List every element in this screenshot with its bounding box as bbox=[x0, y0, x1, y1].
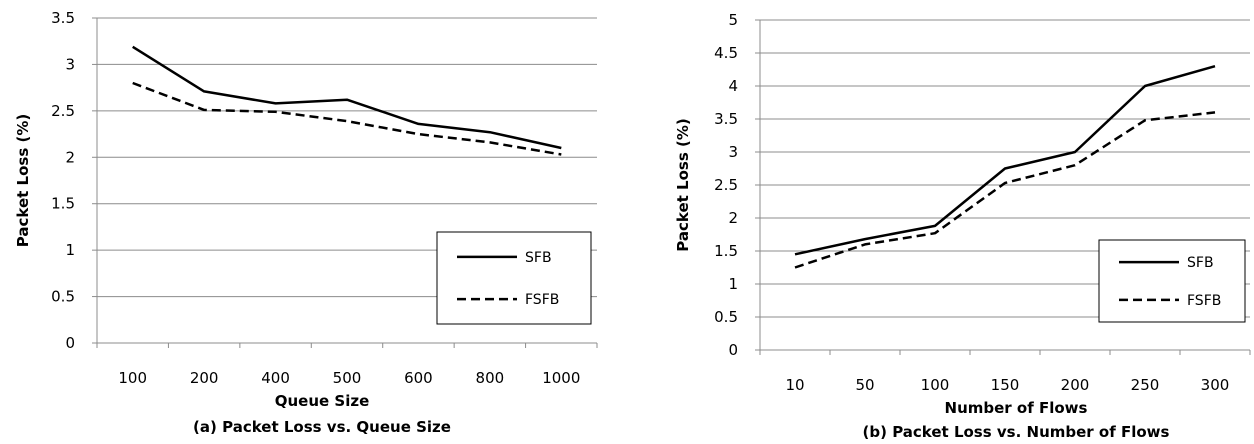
legend-box bbox=[1098, 239, 1246, 323]
y-tick-label: 0 bbox=[728, 341, 738, 359]
y-tick-label: 3.5 bbox=[714, 110, 738, 128]
y-tick-label: 3 bbox=[65, 55, 75, 73]
y-tick-label: 1.5 bbox=[714, 242, 738, 260]
y-tick-label: 2.5 bbox=[51, 102, 75, 120]
series-line-fsfb bbox=[132, 81, 562, 156]
y-axis-title: Packet Loss (%) bbox=[674, 118, 692, 251]
x-tick-label: 500 bbox=[333, 369, 362, 387]
legend-label-sfb: SFB bbox=[1187, 255, 1214, 271]
x-tick-label: 800 bbox=[476, 369, 505, 387]
x-tick-label: 250 bbox=[1131, 376, 1160, 394]
y-tick-label: 0.5 bbox=[714, 308, 738, 326]
y-tick-label: 0 bbox=[65, 334, 75, 352]
y-tick-label: 4 bbox=[728, 77, 738, 95]
x-tick-label: 1000 bbox=[542, 369, 580, 387]
x-tick-label: 100 bbox=[921, 376, 950, 394]
legend-box bbox=[436, 231, 592, 325]
x-axis-title: Number of Flows bbox=[945, 399, 1088, 417]
x-tick-label: 10 bbox=[785, 376, 804, 394]
y-tick-label: 1 bbox=[65, 241, 75, 259]
x-axis-title: Queue Size bbox=[275, 392, 370, 410]
series-line-fsfb bbox=[794, 111, 1216, 269]
y-tick-label: 3 bbox=[728, 143, 738, 161]
legend-label-fsfb: FSFB bbox=[1187, 293, 1221, 309]
y-tick-label: 2.5 bbox=[714, 176, 738, 194]
series-line-sfb bbox=[132, 45, 562, 150]
chart-caption: (a) Packet Loss vs. Queue Size bbox=[193, 418, 451, 436]
chart-a-packet-loss-vs-queue-size: 0 0.5 1 1.5 2 2.5 3 3.5 100 200 400 500 600 800 1000 SF… bbox=[14, 9, 598, 436]
chart-b-packet-loss-vs-number-of-flows: 0 0.5 1 1.5 2 2.5 3 3.5 4 4.5 5 10 50 100 150 200 250 300… bbox=[674, 11, 1251, 441]
x-tick-label: 600 bbox=[404, 369, 433, 387]
legend-label-fsfb: FSFB bbox=[525, 292, 559, 308]
y-axis-title: Packet Loss (%) bbox=[14, 114, 32, 247]
y-tick-label: 3.5 bbox=[51, 9, 75, 27]
y-tick-label: 2 bbox=[65, 148, 75, 166]
y-tick-label: 1.5 bbox=[51, 195, 75, 213]
series-line-sfb bbox=[794, 64, 1216, 256]
x-tick-label: 150 bbox=[991, 376, 1020, 394]
x-tick-label: 300 bbox=[1201, 376, 1230, 394]
y-tick-label: 1 bbox=[728, 275, 738, 293]
x-tick-label: 100 bbox=[118, 369, 147, 387]
y-tick-label: 0.5 bbox=[51, 288, 75, 306]
x-tick-label: 200 bbox=[1061, 376, 1090, 394]
x-tick-label: 50 bbox=[855, 376, 874, 394]
x-tick-label: 400 bbox=[261, 369, 290, 387]
chart-caption: (b) Packet Loss vs. Number of Flows bbox=[863, 423, 1170, 441]
x-tick-label: 200 bbox=[190, 369, 219, 387]
y-tick-label: 2 bbox=[728, 209, 738, 227]
legend-label-sfb: SFB bbox=[525, 250, 552, 266]
y-tick-label: 4.5 bbox=[714, 44, 738, 62]
y-tick-label: 5 bbox=[728, 11, 738, 29]
